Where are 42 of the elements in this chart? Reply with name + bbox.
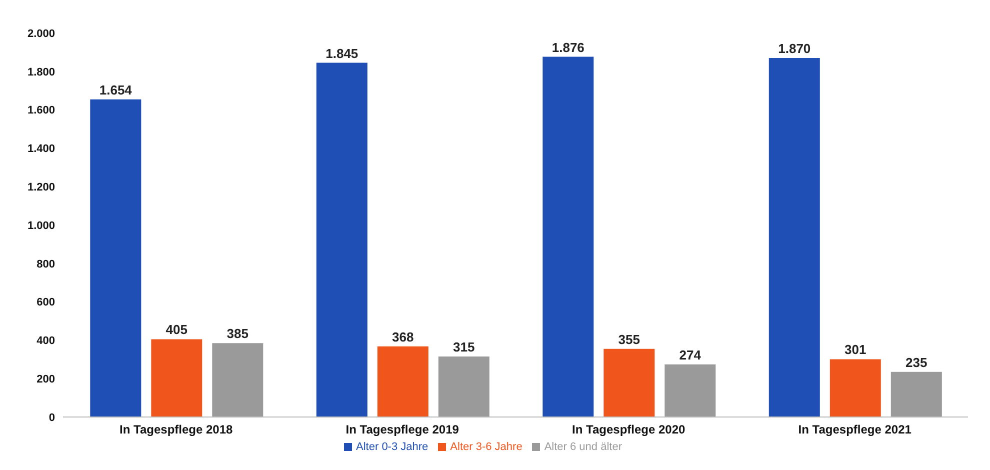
x-tick-label: In Tagespflege 2018: [120, 422, 234, 437]
y-tick-label: 1.800: [27, 66, 55, 78]
bar: [377, 346, 428, 417]
bar: [542, 56, 594, 417]
bar: [90, 99, 142, 417]
data-label: 385: [226, 326, 248, 342]
legend-label: Alter 0-3 Jahre: [356, 441, 428, 453]
data-label: 235: [906, 354, 928, 370]
bar: [316, 62, 368, 417]
data-label: 405: [166, 322, 188, 338]
bar: [768, 58, 820, 417]
data-label: 368: [392, 329, 414, 344]
bar: [830, 359, 881, 417]
y-tick-label: 1.600: [27, 104, 55, 117]
bar: [664, 364, 716, 417]
data-label: 274: [679, 347, 702, 362]
data-label: 1.845: [326, 46, 358, 61]
y-tick-label: 600: [36, 296, 55, 309]
y-tick-label: 1.000: [27, 220, 55, 232]
bar: [438, 356, 490, 417]
legend-label: Alter 6 und älter: [544, 441, 622, 453]
y-tick-label: 0: [48, 412, 55, 424]
y-tick-label: 800: [36, 258, 55, 270]
data-label: 301: [844, 342, 866, 358]
y-tick-label: 200: [36, 374, 55, 386]
y-tick-label: 1.400: [27, 143, 55, 156]
x-tick-label: In Tagespflege 2021: [798, 422, 912, 437]
data-label: 315: [453, 340, 475, 355]
data-label: 1.876: [552, 40, 584, 55]
y-tick-label: 1.200: [27, 182, 55, 194]
data-label: 1.870: [778, 40, 811, 56]
x-tick-label: In Tagespflege 2020: [572, 422, 686, 437]
bar: [890, 372, 942, 417]
data-label: 355: [618, 332, 640, 347]
x-tick-label: In Tagespflege 2019: [346, 422, 460, 437]
data-label: 1.654: [99, 82, 133, 98]
bar: [151, 339, 202, 417]
bar: [212, 343, 264, 417]
bar: [604, 348, 655, 417]
legend-label: Alter 3-6 Jahre: [450, 441, 522, 453]
y-tick-label: 400: [36, 335, 55, 348]
y-tick-label: 2.000: [27, 28, 55, 40]
